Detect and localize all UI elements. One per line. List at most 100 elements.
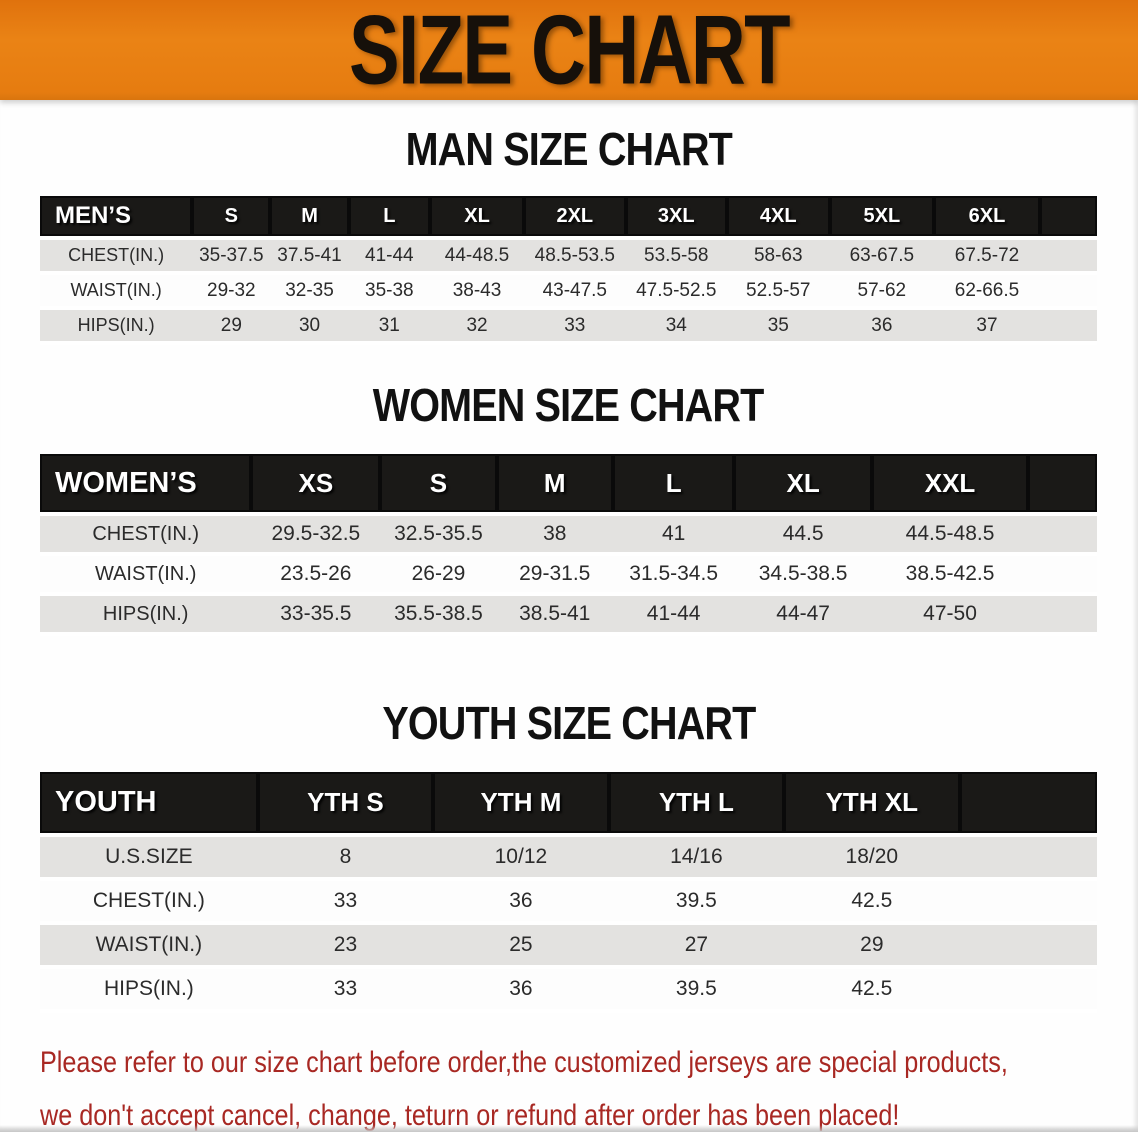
women-row-filler — [1028, 514, 1097, 556]
disclaimer-line-1: Please refer to our size chart before or… — [40, 1046, 1008, 1079]
men-size-value: 35-37.5 — [192, 238, 271, 275]
men-size-value: 53.5-58 — [625, 238, 727, 275]
men-size-value: 34 — [625, 308, 727, 345]
youth-column-header: YTH L — [608, 772, 785, 837]
men-section-heading-text: MAN SIZE CHART — [405, 123, 732, 175]
men-column-header: 6XL — [934, 196, 1040, 240]
men-size-value: 31 — [348, 308, 430, 345]
section-men: MAN SIZE CHART MEN’S S M L XL 2XL 3XL 4XL 5XL 6XL… — [0, 126, 1138, 345]
youth-row-label: U.S.SIZE — [40, 835, 258, 881]
youth-header-row: YOUTH YTH S YTH M YTH L YTH XL — [40, 772, 1097, 837]
men-row-filler — [1039, 238, 1097, 275]
women-size-table: WOMEN’S XS S M L XL XXL CHEST(IN.) 29.5-32.5 32.… — [40, 454, 1097, 636]
women-size-value: 31.5-34.5 — [612, 554, 735, 596]
men-size-table: MEN’S S M L XL 2XL 3XL 4XL 5XL 6XL CHEST(IN.) 35-3… — [40, 196, 1097, 345]
youth-column-header: YTH S — [257, 772, 434, 837]
men-table-header: MEN’S S M L XL 2XL 3XL 4XL 5XL 6XL — [40, 196, 1097, 240]
women-row-label: CHEST(IN.) — [40, 514, 252, 556]
men-size-value: 35-38 — [348, 273, 430, 310]
men-size-value: 30 — [270, 308, 349, 345]
disclaimer: Please refer to our size chart before or… — [0, 1039, 1138, 1132]
men-table-row: HIPS(IN.) 29 30 31 32 33 34 35 36 37 — [40, 308, 1097, 345]
women-size-value: 38.5-42.5 — [871, 554, 1029, 596]
youth-size-value: 10/12 — [433, 835, 609, 881]
women-column-header: L — [612, 454, 735, 516]
women-size-value: 26-29 — [380, 554, 497, 596]
women-size-value: 44.5 — [734, 514, 872, 556]
youth-size-table: YOUTH YTH S YTH M YTH L YTH XL U.S.SIZE 8 10/1… — [40, 772, 1097, 1013]
youth-size-value: 39.5 — [608, 879, 785, 925]
youth-row-filler — [959, 879, 1097, 925]
women-size-value: 41 — [612, 514, 735, 556]
men-row-label: WAIST(IN.) — [40, 273, 193, 310]
women-row-filler — [1028, 554, 1097, 596]
women-column-header: S — [380, 454, 497, 516]
youth-size-value: 25 — [433, 923, 609, 969]
men-column-header: 3XL — [625, 196, 727, 240]
men-size-value: 44-48.5 — [430, 238, 525, 275]
youth-table-header: YOUTH YTH S YTH M YTH L YTH XL — [40, 772, 1097, 837]
banner-title: SIZE CHART — [349, 0, 791, 105]
youth-size-value: 42.5 — [784, 879, 960, 925]
women-table-header: WOMEN’S XS S M L XL XXL — [40, 454, 1097, 516]
banner: SIZE CHART — [0, 0, 1138, 100]
men-size-value: 37 — [934, 308, 1040, 345]
men-table-body: CHEST(IN.) 35-37.5 37.5-41 41-44 44-48.5 48.5… — [40, 238, 1097, 345]
men-size-value: 32-35 — [270, 273, 349, 310]
women-size-value: 33-35.5 — [251, 594, 381, 636]
women-size-value: 44.5-48.5 — [871, 514, 1029, 556]
men-size-value: 67.5-72 — [934, 238, 1040, 275]
youth-size-value: 36 — [433, 879, 609, 925]
youth-table-row: HIPS(IN.) 33 36 39.5 42.5 — [40, 967, 1097, 1013]
men-header-row: MEN’S S M L XL 2XL 3XL 4XL 5XL 6XL — [40, 196, 1097, 240]
men-size-value: 48.5-53.5 — [524, 238, 626, 275]
men-size-value: 57-62 — [829, 273, 935, 310]
youth-column-header: YTH M — [433, 772, 609, 837]
men-corner-label: MEN’S — [40, 196, 193, 240]
women-column-header: XS — [251, 454, 381, 516]
women-section-heading: WOMEN SIZE CHART — [40, 382, 1097, 428]
men-size-value: 32 — [430, 308, 525, 345]
men-section-heading: MAN SIZE CHART — [40, 126, 1097, 172]
women-section-heading-text: WOMEN SIZE CHART — [373, 379, 764, 431]
women-size-value: 41-44 — [612, 594, 735, 636]
women-size-value: 29-31.5 — [496, 554, 613, 596]
youth-row-label: CHEST(IN.) — [40, 879, 258, 925]
youth-section-heading-text: YOUTH SIZE CHART — [381, 697, 756, 749]
women-corner-label: WOMEN’S — [40, 454, 252, 516]
men-size-value: 36 — [829, 308, 935, 345]
youth-size-value: 39.5 — [608, 967, 785, 1013]
youth-size-value: 29 — [784, 923, 960, 969]
youth-size-value: 27 — [608, 923, 785, 969]
youth-table-body: U.S.SIZE 8 10/12 14/16 18/20 CHEST(IN.) 33 36 39… — [40, 835, 1097, 1013]
men-size-value: 33 — [524, 308, 626, 345]
women-size-value: 44-47 — [734, 594, 872, 636]
youth-size-value: 36 — [433, 967, 609, 1013]
youth-row-filler — [959, 967, 1097, 1013]
men-size-value: 38-43 — [430, 273, 525, 310]
youth-size-value: 18/20 — [784, 835, 960, 881]
women-column-header: XL — [734, 454, 872, 516]
youth-size-value: 42.5 — [784, 967, 960, 1013]
women-size-value: 29.5-32.5 — [251, 514, 381, 556]
men-row-label: CHEST(IN.) — [40, 238, 193, 275]
youth-table-row: U.S.SIZE 8 10/12 14/16 18/20 — [40, 835, 1097, 881]
women-size-value: 32.5-35.5 — [380, 514, 497, 556]
men-column-header: 4XL — [727, 196, 830, 240]
men-size-value: 35 — [727, 308, 830, 345]
women-size-value: 34.5-38.5 — [734, 554, 872, 596]
women-table-body: CHEST(IN.) 29.5-32.5 32.5-35.5 38 41 44.5 44.5… — [40, 514, 1097, 636]
youth-row-label: HIPS(IN.) — [40, 967, 258, 1013]
men-row-filler — [1039, 308, 1097, 345]
men-size-value: 37.5-41 — [270, 238, 349, 275]
women-size-value: 38 — [496, 514, 613, 556]
women-row-label: HIPS(IN.) — [40, 594, 252, 636]
youth-table-row: WAIST(IN.) 23 25 27 29 — [40, 923, 1097, 969]
youth-size-value: 33 — [257, 879, 434, 925]
women-size-value: 23.5-26 — [251, 554, 381, 596]
women-table-row: CHEST(IN.) 29.5-32.5 32.5-35.5 38 41 44.5 44.5… — [40, 514, 1097, 556]
men-size-value: 58-63 — [727, 238, 830, 275]
men-header-filler — [1039, 196, 1097, 240]
men-size-value: 62-66.5 — [934, 273, 1040, 310]
